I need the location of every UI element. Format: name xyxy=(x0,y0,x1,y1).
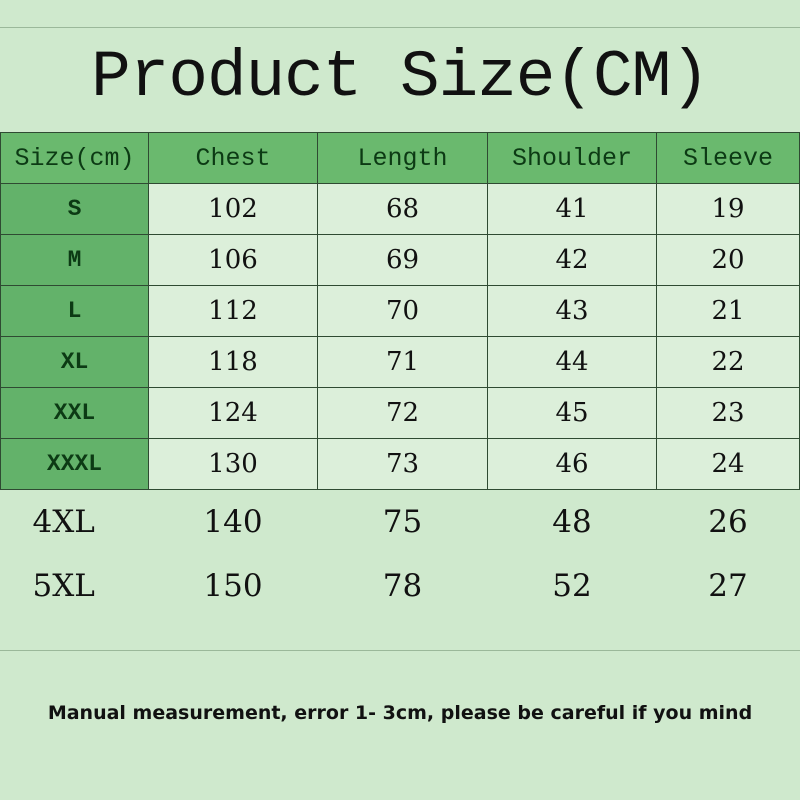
cell-chest: 106 xyxy=(148,234,318,286)
table-row: L 112 70 43 21 xyxy=(0,285,800,337)
header-chest: Chest xyxy=(148,132,318,184)
header-size: Size(cm) xyxy=(0,132,149,184)
cell-length: 78 xyxy=(382,568,423,604)
cell-sleeve: 23 xyxy=(656,387,800,439)
cell-sleeve: 26 xyxy=(708,504,748,540)
cell-chest: 124 xyxy=(148,387,318,439)
cell-length: 69 xyxy=(317,234,488,286)
page-title: Product Size(CM) xyxy=(91,40,710,115)
table-row: S 102 68 41 19 xyxy=(0,183,800,235)
table-row: M 106 69 42 20 xyxy=(0,234,800,286)
table-row: XL 118 71 44 22 xyxy=(0,336,800,388)
cell-shoulder: 41 xyxy=(487,183,657,235)
table-row: XXL 124 72 45 23 xyxy=(0,387,800,439)
top-divider xyxy=(0,27,800,28)
cell-chest: 130 xyxy=(148,438,318,490)
header-shoulder: Shoulder xyxy=(487,132,657,184)
cell-chest: 118 xyxy=(148,336,318,388)
cell-length: 70 xyxy=(317,285,488,337)
header-sleeve: Sleeve xyxy=(656,132,800,184)
cell-size: 5XL xyxy=(32,568,95,604)
cell-sleeve: 24 xyxy=(656,438,800,490)
divider xyxy=(0,650,800,651)
cell-shoulder: 42 xyxy=(487,234,657,286)
table-row: XXXL 130 73 46 24 xyxy=(0,438,800,490)
header-row: Size(cm) Chest Length Shoulder Sleeve xyxy=(0,132,800,184)
cell-shoulder: 45 xyxy=(487,387,657,439)
cell-sleeve: 19 xyxy=(656,183,800,235)
cell-shoulder: 48 xyxy=(552,504,592,540)
cell-length: 75 xyxy=(382,504,423,540)
cell-chest: 140 xyxy=(203,504,263,540)
table-row: 5XL 150 78 52 27 xyxy=(1,554,800,618)
cell-length: 72 xyxy=(317,387,488,439)
cell-sleeve: 27 xyxy=(708,568,748,604)
cell-size: XL xyxy=(0,336,149,388)
cell-size: XXL xyxy=(0,387,149,439)
cell-sleeve: 20 xyxy=(656,234,800,286)
cell-chest: 150 xyxy=(203,568,263,604)
cell-size: L xyxy=(0,285,149,337)
cell-shoulder: 46 xyxy=(487,438,657,490)
cell-length: 68 xyxy=(317,183,488,235)
cell-length: 71 xyxy=(317,336,488,388)
table-row: 4XL 140 75 48 26 xyxy=(1,490,800,555)
cell-sleeve: 21 xyxy=(656,285,800,337)
cell-chest: 112 xyxy=(148,285,318,337)
cell-shoulder: 52 xyxy=(552,568,592,604)
measurement-note: Manual measurement, error 1- 3cm, please… xyxy=(47,702,753,724)
cell-shoulder: 44 xyxy=(487,336,657,388)
cell-size: XXXL xyxy=(0,438,149,490)
cell-shoulder: 43 xyxy=(487,285,657,337)
cell-size: S xyxy=(0,183,149,235)
cell-size: M xyxy=(0,234,149,286)
cell-chest: 102 xyxy=(148,183,318,235)
cell-sleeve: 22 xyxy=(656,336,800,388)
header-length: Length xyxy=(317,132,488,184)
cell-size: 4XL xyxy=(32,504,95,540)
cell-length: 73 xyxy=(317,438,488,490)
